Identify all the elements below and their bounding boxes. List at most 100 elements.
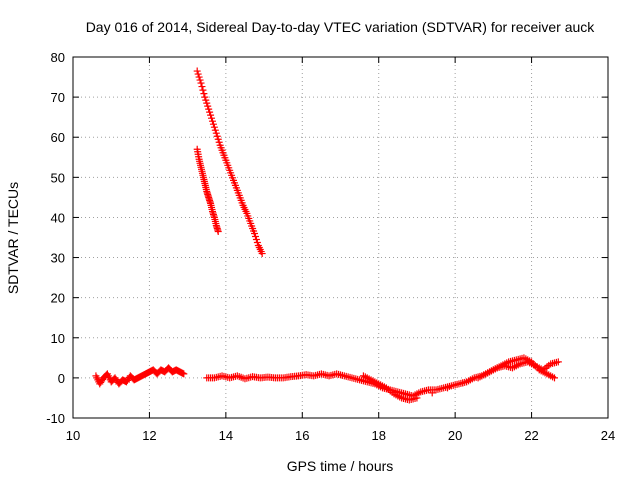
data-point <box>203 99 211 107</box>
data-point <box>208 114 216 122</box>
data-point <box>196 76 204 84</box>
data-point <box>195 153 203 161</box>
y-tick-label: 30 <box>51 251 65 266</box>
x-tick-label: 22 <box>524 428 538 443</box>
data-point <box>468 375 476 383</box>
data-point <box>526 357 534 365</box>
data-point <box>234 189 242 197</box>
data-point <box>251 232 259 240</box>
data-point <box>459 379 467 387</box>
data-point <box>380 383 388 391</box>
data-point <box>210 212 218 220</box>
data-point <box>193 67 201 75</box>
data-point <box>480 371 488 379</box>
data-point <box>195 73 203 81</box>
grid-lines <box>73 57 608 418</box>
data-point <box>230 179 238 187</box>
data-point <box>487 367 495 375</box>
data-point <box>211 126 219 134</box>
data-point <box>223 159 231 167</box>
series-baseline-late-spread <box>359 354 558 404</box>
x-tick-label: 10 <box>66 428 80 443</box>
data-point <box>428 389 436 397</box>
y-tick-label: 10 <box>51 331 65 346</box>
chart-title: Day 016 of 2014, Sidereal Day-to-day VTE… <box>86 19 596 35</box>
data-point <box>212 129 220 137</box>
data-point <box>208 117 216 125</box>
data-point <box>541 369 549 377</box>
data-points <box>92 67 562 404</box>
data-point <box>206 198 214 206</box>
x-tick-label: 18 <box>371 428 385 443</box>
data-point <box>215 138 223 146</box>
data-point <box>242 207 250 215</box>
data-point <box>533 364 541 372</box>
data-point <box>204 102 212 110</box>
data-point <box>209 120 217 128</box>
data-point <box>338 371 346 379</box>
series-baseline-late <box>203 358 562 400</box>
data-point <box>388 388 396 396</box>
series-baseline-early <box>92 364 188 388</box>
series-steep-arc-1 <box>193 67 266 258</box>
data-point <box>194 70 202 78</box>
series-steep-arc-2 <box>193 145 222 235</box>
y-tick-label: 70 <box>51 90 65 105</box>
data-point <box>210 123 218 131</box>
data-point <box>346 373 354 381</box>
y-axis-label: SDTVAR / TECUs <box>5 182 21 294</box>
data-point <box>201 93 209 101</box>
y-tick-label: -10 <box>46 411 65 426</box>
data-point <box>214 135 222 143</box>
data-point <box>253 239 261 247</box>
data-point <box>212 219 220 227</box>
data-point <box>200 90 208 98</box>
data-point <box>354 375 362 383</box>
data-point <box>549 373 557 381</box>
x-tick-label: 16 <box>295 428 309 443</box>
data-point <box>199 86 207 94</box>
plot-area-border <box>72 56 609 419</box>
data-point <box>411 394 419 402</box>
data-point <box>214 226 222 234</box>
x-tick-label: 12 <box>142 428 156 443</box>
x-tick-label: 24 <box>601 428 615 443</box>
x-tick-label: 20 <box>448 428 462 443</box>
data-point <box>252 236 260 244</box>
data-point <box>365 375 373 383</box>
data-point <box>246 217 254 225</box>
data-point <box>197 79 205 87</box>
x-axis-label: GPS time / hours <box>287 458 394 474</box>
y-tick-label: 80 <box>51 50 65 65</box>
data-point <box>197 161 205 169</box>
data-point <box>204 192 212 200</box>
data-point <box>179 369 187 377</box>
data-point <box>98 377 106 385</box>
data-point <box>503 359 511 367</box>
tick-labels: 10 12 14 16 18 20 22 24 -10 0 10 20 30 40 50 60 70 80 <box>46 50 615 443</box>
data-point <box>238 199 246 207</box>
data-point <box>257 248 265 256</box>
y-tick-label: 50 <box>51 170 65 185</box>
y-tick-label: 60 <box>51 130 65 145</box>
data-point <box>453 380 461 388</box>
data-point <box>373 379 381 387</box>
data-point <box>207 111 215 119</box>
data-point <box>396 393 404 401</box>
data-point <box>208 205 216 213</box>
y-tick-label: 40 <box>51 210 65 225</box>
data-point <box>206 108 214 116</box>
data-point <box>495 363 503 371</box>
data-point <box>200 177 208 185</box>
data-point <box>213 132 221 140</box>
x-tick-label: 14 <box>219 428 233 443</box>
data-point <box>552 358 560 366</box>
y-tick-label: 20 <box>51 291 65 306</box>
data-point <box>219 149 227 157</box>
data-point <box>205 105 213 113</box>
y-tick-label: 0 <box>58 371 65 386</box>
data-point <box>227 169 235 177</box>
data-point <box>415 389 423 397</box>
